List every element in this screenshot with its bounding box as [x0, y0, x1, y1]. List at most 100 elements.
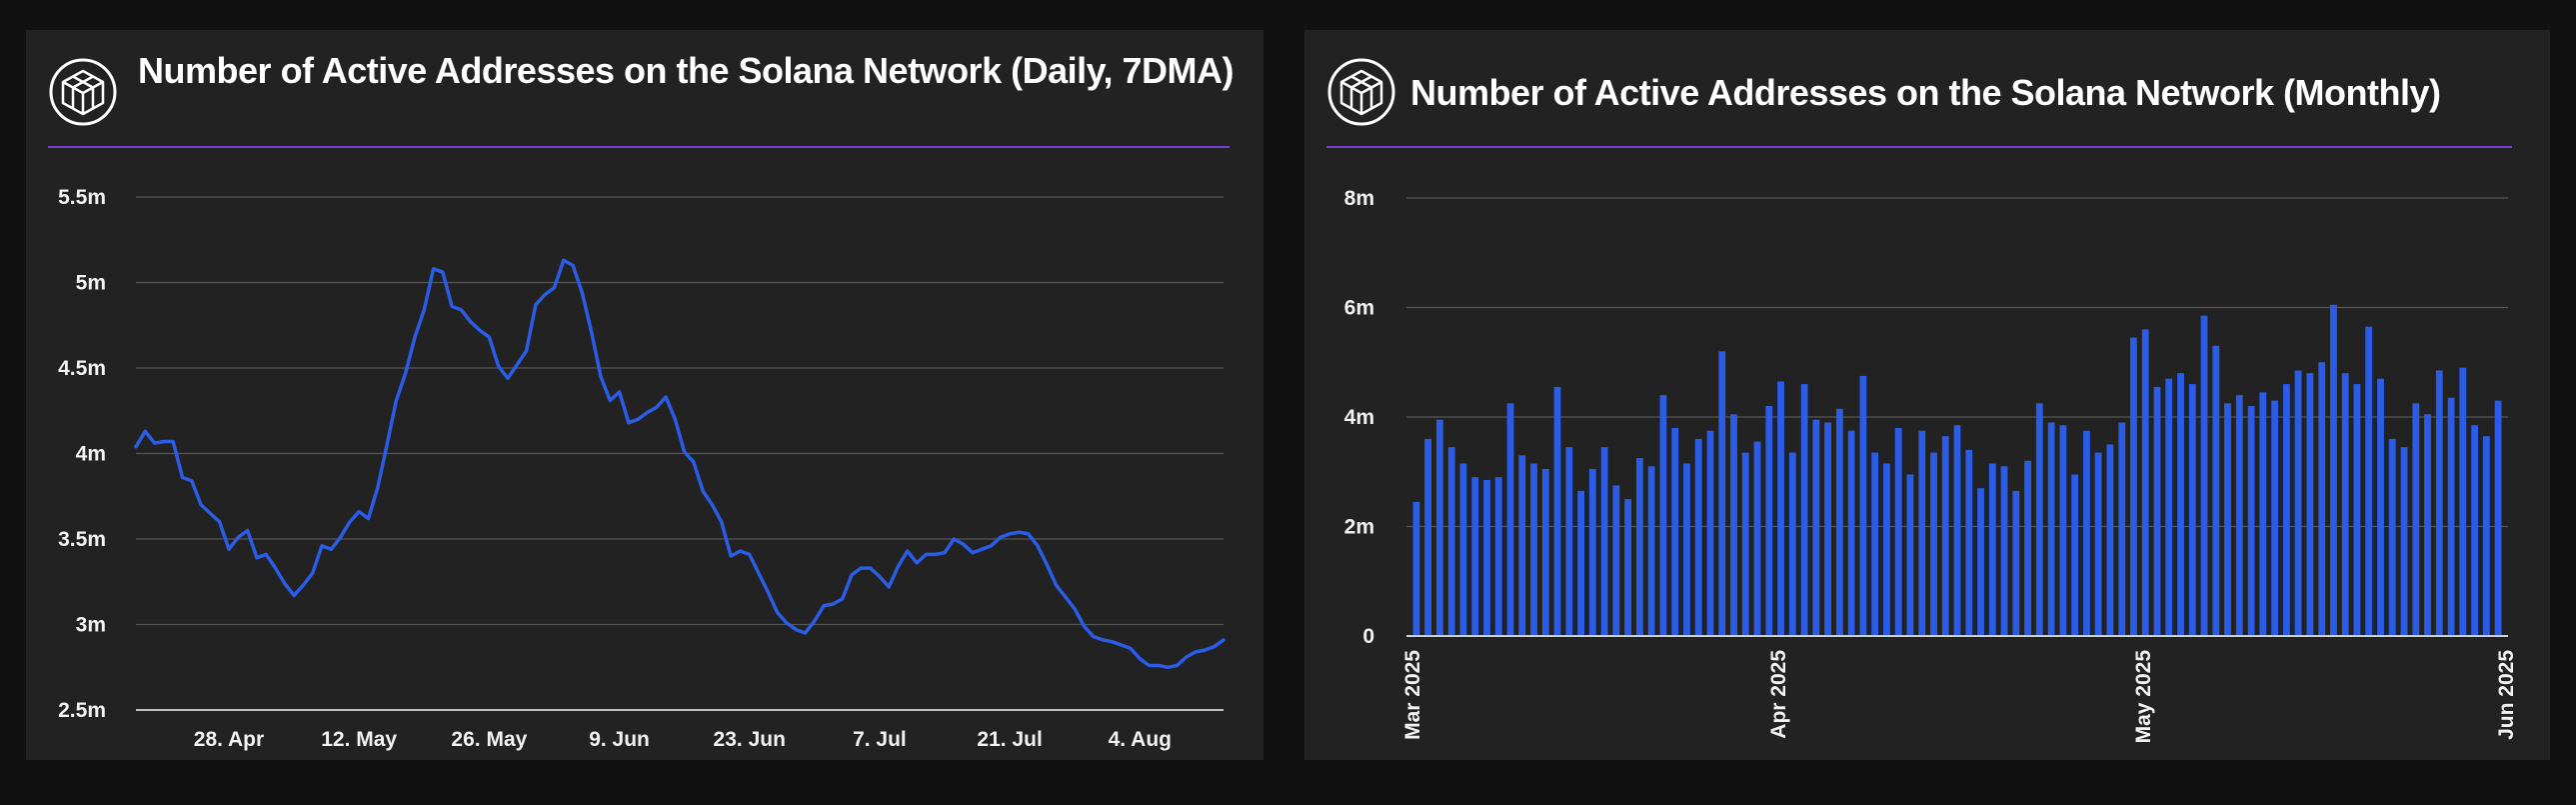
bar: [1494, 477, 1502, 636]
y-tick-label: 3.5m: [58, 528, 106, 551]
data-point: [786, 622, 788, 624]
data-point: [628, 421, 630, 424]
monthly-bar-chart: 0 2m 4m 6m 8m Mar 2025 Apr 2025 May 2025 Jun 202…: [1344, 187, 2518, 743]
bar: [1436, 419, 1443, 636]
data-point: [795, 628, 797, 631]
bar: [2165, 378, 2173, 636]
data-point: [1037, 545, 1039, 547]
y-tick-label: 5.5m: [58, 186, 106, 209]
data-point: [1204, 649, 1207, 651]
y-tick-label: 8m: [1344, 187, 1374, 210]
bar: [1836, 408, 1843, 636]
data-point: [172, 440, 174, 443]
bar: [1659, 395, 1667, 636]
data-point: [665, 396, 667, 398]
data-point: [404, 372, 407, 374]
data-point: [553, 286, 556, 289]
data-point: [1176, 664, 1179, 667]
bar: [1718, 351, 1726, 636]
title-divider: [1326, 146, 2512, 148]
bar: [1671, 428, 1679, 636]
data-point: [488, 336, 491, 339]
bar: [1683, 463, 1690, 636]
bar: [1518, 455, 1526, 636]
data-point: [739, 550, 742, 552]
bar: [1894, 428, 1902, 636]
bar: [2330, 304, 2337, 636]
data-point: [1120, 644, 1123, 646]
bar: [1612, 485, 1620, 636]
data-point: [702, 490, 704, 492]
bar: [2130, 337, 2137, 636]
data-point: [256, 557, 258, 559]
data-point: [897, 565, 900, 568]
x-tick-label: 4. Aug: [1109, 728, 1172, 751]
bar: [2494, 400, 2502, 636]
bar: [2283, 384, 2290, 636]
x-tick-label: Apr 2025: [1767, 650, 1790, 739]
data-point: [600, 375, 602, 378]
data-point: [841, 598, 844, 600]
data-point: [442, 271, 444, 273]
data-point: [395, 399, 398, 402]
data-point: [1074, 608, 1076, 610]
y-tick-label: 6m: [1344, 297, 1374, 320]
data-point: [1018, 531, 1021, 533]
data-point: [1130, 647, 1132, 650]
data-point: [451, 305, 454, 308]
data-point: [432, 268, 435, 270]
data-point: [972, 551, 974, 554]
data-point: [758, 572, 760, 574]
data-point: [246, 529, 249, 532]
y-tick-label: 0: [1362, 625, 1374, 648]
monthly-chart-title: Number of Active Addresses on the Solana…: [1410, 72, 2441, 113]
data-point: [637, 418, 639, 421]
data-point: [1186, 656, 1188, 658]
data-point: [1111, 640, 1114, 643]
data-point: [535, 303, 537, 306]
bar: [2259, 392, 2267, 636]
data-point: [860, 567, 863, 569]
data-point: [981, 548, 983, 551]
bar: [1753, 441, 1761, 636]
bar: [1459, 463, 1467, 636]
x-tick-label: Jun 2025: [2495, 650, 2518, 740]
data-point: [767, 591, 770, 593]
bar: [1730, 414, 1737, 636]
bar: [1624, 499, 1631, 636]
monthly-chart-panel: Number of Active Addresses on the Solana…: [1304, 30, 2550, 760]
data-point: [525, 350, 528, 352]
bar: [1765, 406, 1773, 636]
data-point: [907, 550, 909, 552]
bar: [2341, 373, 2349, 636]
data-point: [163, 440, 165, 443]
y-tick-label: 4.5m: [58, 357, 106, 380]
bar: [1706, 430, 1714, 636]
bar: [2400, 447, 2408, 636]
y-tick-label: 5m: [76, 272, 106, 295]
data-point: [386, 444, 388, 446]
data-point: [228, 548, 230, 551]
data-point: [1055, 584, 1058, 586]
bar: [2141, 329, 2149, 636]
data-point: [1093, 635, 1095, 638]
data-point: [1195, 651, 1197, 653]
bar: [1506, 403, 1514, 636]
bar: [1636, 458, 1643, 636]
data-point: [674, 418, 677, 421]
data-point: [711, 504, 714, 506]
bar: [2212, 345, 2220, 636]
daily-chart-title: Number of Active Addresses on the Solana…: [138, 50, 1234, 91]
data-point: [1065, 596, 1067, 598]
bar: [1741, 452, 1749, 636]
data-point: [293, 594, 295, 597]
data-point: [218, 521, 221, 523]
data-point: [516, 363, 519, 366]
bar: [1847, 430, 1855, 636]
x-tick-label: 26. May: [451, 728, 527, 751]
data-point: [181, 476, 184, 479]
data-point: [656, 406, 658, 409]
data-point: [1139, 657, 1142, 660]
x-tick-label: Mar 2025: [1401, 650, 1424, 740]
bar: [1530, 463, 1537, 636]
